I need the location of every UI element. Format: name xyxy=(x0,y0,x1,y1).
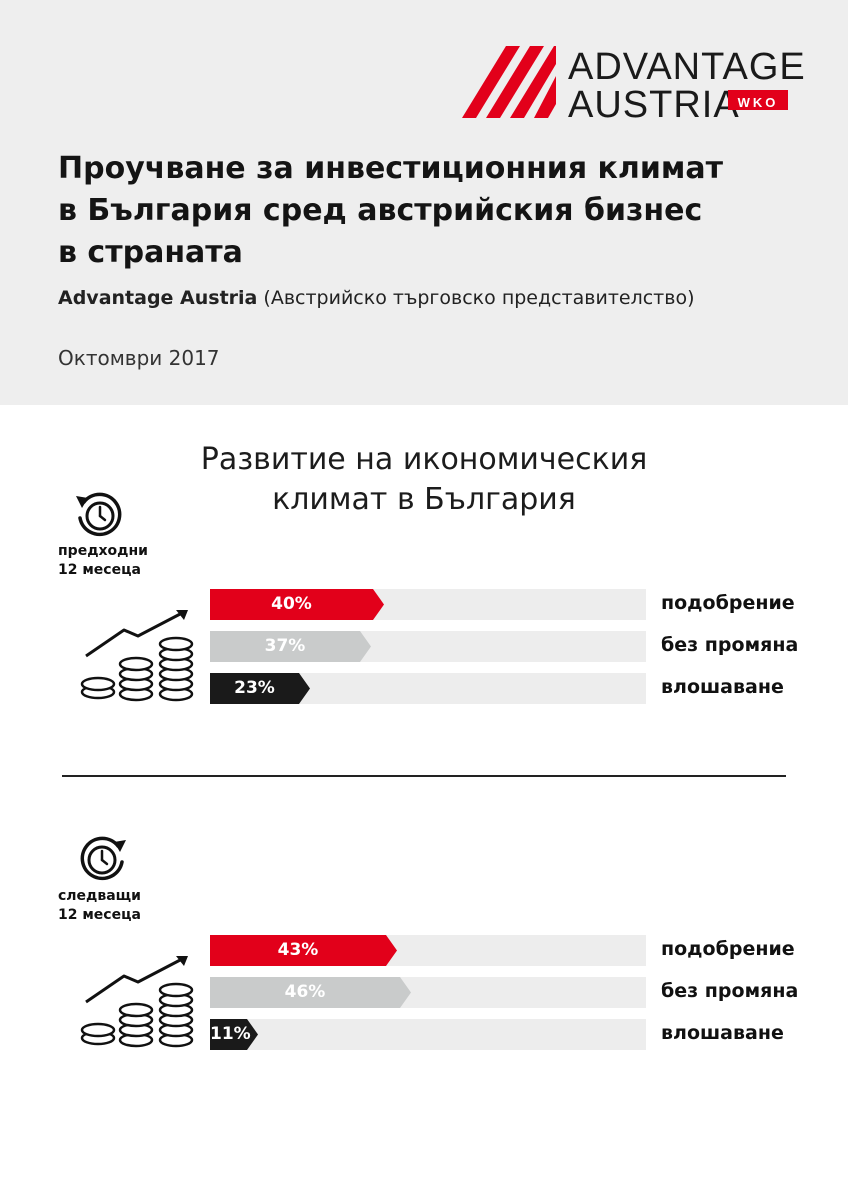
period-label-line: предходни xyxy=(58,543,148,559)
logo-word-advantage: ADVANTAGE xyxy=(568,46,806,88)
bar-track: 23% xyxy=(210,673,646,704)
bar-value-label: 11% xyxy=(210,1024,251,1044)
advantage-austria-logo: ADVANTAGE AUSTRIA WKO xyxy=(462,46,805,126)
bar-track: 40% xyxy=(210,589,646,620)
growing-coins-icon xyxy=(80,956,194,1048)
growing-coins-icon xyxy=(80,610,194,702)
bar-deterioration xyxy=(210,673,310,704)
title-line: в страната xyxy=(58,235,243,270)
wko-badge: WKO xyxy=(728,90,788,110)
bar-improvement xyxy=(210,589,384,620)
header-band xyxy=(0,0,848,405)
category-label-improvement: подобрение xyxy=(661,938,795,960)
category-label-deterioration: влошаване xyxy=(661,676,784,698)
logo-word-austria: AUSTRIA xyxy=(568,84,740,126)
bar-no-change xyxy=(210,631,371,662)
bar-value-label: 46% xyxy=(284,982,326,1002)
title-line: в България сред австрийския бизнес xyxy=(58,193,703,228)
bar-improvement xyxy=(210,935,397,966)
subtitle-description: (Австрийско търговско представителство) xyxy=(257,287,695,309)
bar-deterioration xyxy=(210,1019,258,1050)
subtitle: Advantage Austria (Австрийско търговско … xyxy=(58,287,695,309)
bar-track: 46% xyxy=(210,977,646,1008)
subtitle-organisation: Advantage Austria xyxy=(58,287,258,309)
bar-value-label: 40% xyxy=(271,594,312,614)
bar-value-label: 37% xyxy=(264,636,306,656)
clock-forward-icon xyxy=(80,836,126,881)
chart-title: Развитие на икономическия климат в Бълга… xyxy=(170,440,678,520)
category-label-deterioration: влошаване xyxy=(661,1022,784,1044)
title-line: Проучване за инвестиционния климат xyxy=(58,151,724,186)
chart-title-line: Развитие на икономическия xyxy=(200,442,648,477)
report-date: Октомври 2017 xyxy=(58,346,220,370)
bar-track: 11% xyxy=(210,1019,646,1050)
period-label-line: 12 месеца xyxy=(58,907,141,923)
bar-no-change xyxy=(210,977,411,1008)
logo-stripes-icon xyxy=(462,46,556,118)
bar-track: 37% xyxy=(210,631,646,662)
category-label-improvement: подобрение xyxy=(661,592,795,614)
section-divider xyxy=(62,775,786,777)
category-label-no-change: без промяна xyxy=(661,634,799,656)
period-label-previous: предходни 12 месеца xyxy=(58,542,148,580)
page-title: Проучване за инвестиционния климат в Бъл… xyxy=(58,148,778,274)
bar-value-label: 43% xyxy=(277,940,319,960)
clock-back-icon xyxy=(76,492,122,537)
period-label-line: следващи xyxy=(58,888,141,904)
bar-value-label: 23% xyxy=(234,678,275,698)
bar-track: 43% xyxy=(210,935,646,966)
period-label-line: 12 месеца xyxy=(58,562,141,578)
chart-title-line: климат в България xyxy=(272,482,576,517)
category-label-no-change: без промяна xyxy=(661,980,799,1002)
period-label-next: следващи 12 месеца xyxy=(58,887,141,925)
